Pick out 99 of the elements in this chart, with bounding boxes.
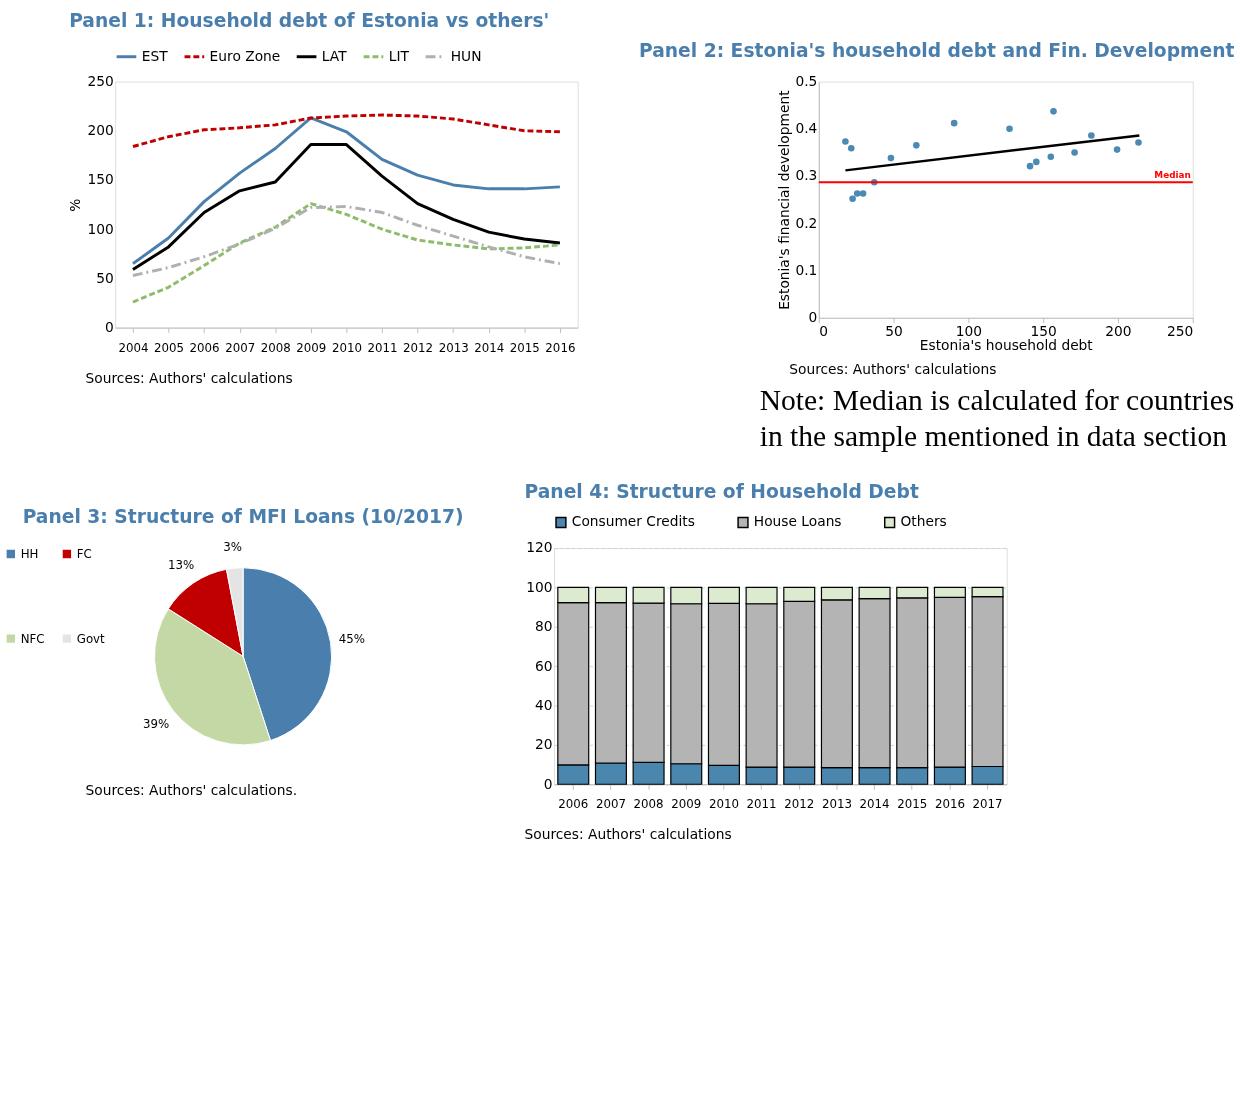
- x-tick-label: 2006: [558, 797, 589, 812]
- legend-label: LAT: [321, 47, 348, 64]
- legend-label: HUN: [450, 47, 482, 64]
- y-tick-label: 0.4: [795, 120, 818, 137]
- legend-label: Euro Zone: [209, 47, 281, 64]
- x-tick-label: 2005: [153, 340, 185, 355]
- line-series: [131, 116, 562, 266]
- x-tick-label: 50: [885, 322, 903, 339]
- x-tick-label: 2004: [118, 340, 149, 355]
- x-tick-label: 2017: [972, 797, 1003, 812]
- y-tick-label: 0.3: [795, 167, 818, 184]
- source-note: Sources: Authors' calculations.: [85, 782, 298, 799]
- point: [1006, 125, 1013, 133]
- source-note: Sources: Authors' calculations: [789, 360, 997, 377]
- point: [842, 138, 849, 145]
- x-tick-label: 100: [955, 322, 983, 339]
- y-tick-label: 0.1: [795, 261, 818, 278]
- x-tick-label: 2009: [671, 797, 702, 812]
- point: [1026, 162, 1034, 170]
- point: [913, 142, 920, 149]
- chart-title: Panel 4: Structure of Household Debt: [524, 480, 919, 502]
- y-tick-label: 0: [808, 309, 818, 326]
- data-label: 39%: [142, 716, 170, 731]
- x-tick-label: 2007: [225, 340, 256, 355]
- point: [1050, 108, 1057, 115]
- x-tick-label: 150: [1030, 322, 1057, 339]
- legend-label: EST: [141, 47, 169, 64]
- point: [1113, 146, 1121, 153]
- y-tick-label: 100: [526, 578, 553, 595]
- legend-label: Consumer Credits: [571, 513, 695, 530]
- y-tick-label: 20: [535, 736, 553, 753]
- x-tick-label: 2012: [784, 797, 815, 812]
- point: [887, 154, 895, 162]
- point: [859, 190, 867, 197]
- line-series: [131, 113, 562, 149]
- legend-label: FC: [76, 546, 92, 561]
- chart-title: Panel 2: Estonia's household debt and Fin. Development: [638, 39, 1235, 61]
- x-tick-label: 2013: [821, 797, 852, 812]
- y-axis-title: %: [67, 198, 84, 212]
- legend-label: LIT: [388, 47, 410, 64]
- y-tick-label: 80: [535, 618, 553, 635]
- point: [849, 195, 856, 203]
- y-tick-label: 0: [543, 775, 553, 792]
- y-tick-label: 200: [87, 122, 114, 139]
- x-tick-label: 2011: [746, 797, 777, 812]
- x-tick-label: 2010: [708, 797, 739, 812]
- legend-label: HH: [20, 546, 39, 561]
- chart-title: Panel 1: Household debt of Estonia vs others': [69, 10, 550, 32]
- x-tick-label: 2012: [403, 340, 434, 355]
- line-series: [131, 205, 562, 277]
- y-tick-label: 100: [87, 220, 114, 237]
- x-tick-label: 250: [1166, 322, 1194, 339]
- x-tick-label: 2007: [595, 797, 626, 812]
- y-tick-label: 60: [535, 657, 553, 674]
- point: [1071, 149, 1078, 156]
- y-axis-title: Estonia's financial development: [775, 89, 792, 310]
- source-note: Sources: Authors' calculations: [85, 369, 293, 386]
- y-tick-label: 120: [526, 539, 553, 556]
- x-tick-label: 2015: [509, 340, 540, 355]
- data-label: 13%: [168, 558, 195, 573]
- y-tick-label: 150: [87, 171, 114, 188]
- x-tick-label: 2016: [545, 340, 576, 355]
- point: [1088, 132, 1095, 139]
- legend-label: NFC: [20, 631, 45, 646]
- x-tick-label: 2014: [474, 340, 505, 355]
- x-axis-title: Estonia's household debt: [919, 336, 1094, 353]
- x-tick-label: 2014: [859, 797, 890, 812]
- y-tick-label: 50: [96, 269, 114, 286]
- point: [950, 119, 958, 127]
- legend-label: House Loans: [753, 513, 842, 530]
- legend-label: Govt: [76, 631, 106, 646]
- text: Note: Median is calculated for countries in the sample mentioned in data section: [759, 384, 1235, 452]
- point: [847, 144, 855, 152]
- y-tick-label: 0.2: [795, 214, 818, 231]
- x-tick-label: 0: [819, 322, 829, 339]
- ref-line-label: Median: [1154, 170, 1191, 181]
- x-tick-label: 2016: [934, 797, 965, 812]
- x-tick-label: 2015: [897, 797, 928, 812]
- point: [853, 190, 861, 197]
- point: [1135, 139, 1142, 146]
- line-series: [131, 143, 562, 272]
- chart-title: Panel 3: Structure of MFI Loans (10/2017): [22, 505, 464, 527]
- x-tick-label: 2010: [331, 340, 362, 355]
- x-tick-label: 2011: [367, 340, 398, 355]
- x-tick-label: 2013: [438, 340, 469, 355]
- y-tick-label: 40: [535, 696, 553, 713]
- y-tick-label: 250: [87, 73, 114, 90]
- legend-label: Others: [900, 513, 947, 530]
- point: [1032, 158, 1040, 166]
- source-note: Sources: Authors' calculations: [524, 826, 732, 843]
- x-tick-label: 2008: [633, 797, 664, 812]
- x-tick-label: 2009: [296, 340, 327, 355]
- data-label: 3%: [223, 539, 243, 554]
- data-label: 45%: [338, 632, 366, 646]
- x-tick-label: 2006: [189, 340, 220, 355]
- point: [1047, 153, 1055, 160]
- x-tick-label: 2008: [260, 340, 291, 355]
- x-tick-label: 200: [1105, 322, 1132, 339]
- y-tick-label: 0.5: [795, 73, 818, 90]
